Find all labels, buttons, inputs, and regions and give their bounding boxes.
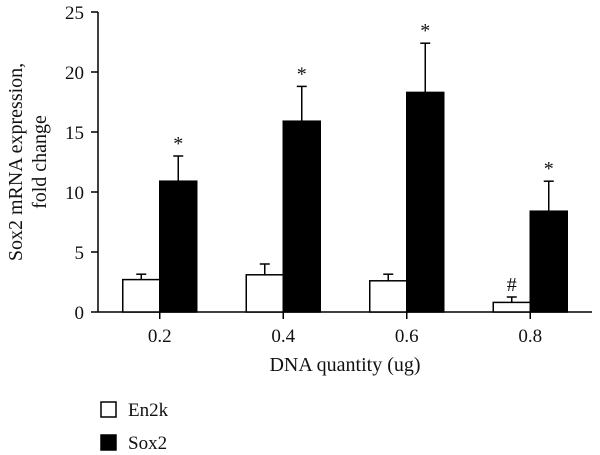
y-axis-title-line: Sox2 mRNA expression,: [5, 63, 27, 261]
x-tick-label: 0.8: [518, 326, 542, 347]
legend-label-sox2: Sox2: [128, 433, 167, 454]
significance-mark: *: [544, 158, 554, 180]
bar-sox2-0.2: [159, 180, 198, 313]
y-tick-label: 20: [65, 63, 84, 84]
y-tick-label: 0: [75, 303, 85, 324]
x-ticks: 0.2 0.4 0.6 0.8: [148, 312, 542, 347]
significance-mark: *: [420, 20, 430, 42]
x-tick-label: 0.2: [148, 326, 172, 347]
x-tick-label: 0.6: [395, 326, 419, 347]
bar-en2k-0.8: [492, 301, 531, 313]
y-tick-label: 15: [65, 123, 84, 144]
significance-mark: *: [297, 63, 307, 85]
bar-en2k-0.4: [245, 274, 284, 313]
y-tick-label: 5: [75, 243, 85, 264]
significance-mark: #: [507, 274, 517, 296]
y-axis-title: Sox2 mRNA expression, fold change: [5, 63, 51, 261]
legend-swatch-en2k: [100, 401, 117, 418]
y-axis-title-line: fold change: [29, 115, 51, 209]
y-axis-title-text: Sox2 mRNA expression, fold change: [5, 63, 51, 261]
y-tick-label: 10: [65, 183, 84, 204]
y-ticks: 0 5 10 15 20 25: [65, 3, 98, 324]
bar-en2k-0.2: [122, 278, 161, 313]
legend-swatch-sox2: [100, 434, 117, 451]
bar-sox2-0.4: [282, 120, 321, 313]
significance-marks: # * * * *: [173, 20, 554, 296]
bar-sox2-0.6: [406, 91, 445, 313]
bar-en2k-0.6: [369, 280, 408, 313]
y-tick-label: 25: [65, 3, 84, 24]
bar-sox2-0.8: [529, 210, 568, 313]
x-tick-label: 0.4: [271, 326, 295, 347]
legend: En2k Sox2: [100, 400, 169, 454]
error-bars: [136, 42, 554, 303]
bars: [122, 91, 568, 313]
x-axis-title: DNA quantity (ug): [269, 354, 420, 376]
significance-mark: *: [173, 133, 183, 155]
legend-label-en2k: En2k: [128, 400, 169, 421]
